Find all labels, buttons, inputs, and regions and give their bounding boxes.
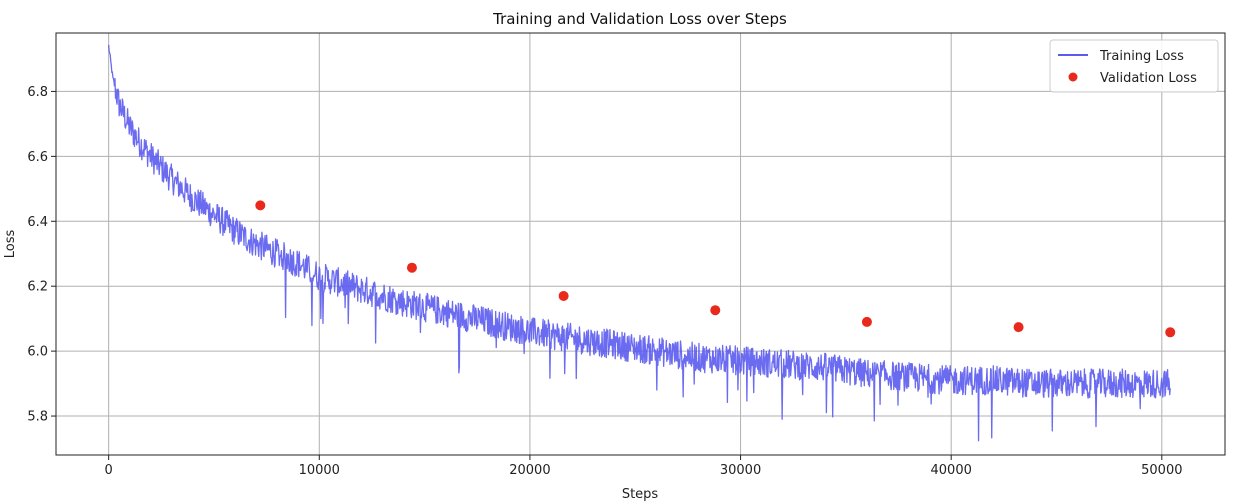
validation-loss-point xyxy=(406,262,417,273)
training-loss-series xyxy=(108,44,1171,442)
y-tick-label: 6.2 xyxy=(27,280,48,295)
legend-validation-marker xyxy=(1068,72,1078,82)
validation-loss-point xyxy=(861,316,872,327)
y-tick-label: 6.4 xyxy=(27,215,48,230)
x-tick-label: 30000 xyxy=(720,463,761,478)
x-tick-label: 50000 xyxy=(1141,463,1182,478)
x-tick-label: 40000 xyxy=(931,463,972,478)
validation-loss-point xyxy=(255,200,266,211)
y-tick-label: 6.8 xyxy=(27,85,48,100)
legend: Training Loss Validation Loss xyxy=(1049,39,1219,93)
validation-loss-point xyxy=(558,290,569,301)
validation-loss-point xyxy=(1165,327,1176,338)
training-loss-line xyxy=(108,44,1171,442)
chart-title: Training and Validation Loss over Steps xyxy=(492,10,787,28)
validation-loss-point xyxy=(1013,322,1024,333)
legend-training-label: Training Loss xyxy=(1099,49,1184,64)
grid xyxy=(56,33,1225,455)
validation-loss-series xyxy=(255,200,1176,338)
x-tick-label: 20000 xyxy=(509,463,550,478)
x-axis-ticks: 0 10000 20000 30000 40000 50000 xyxy=(105,455,1182,478)
validation-loss-point xyxy=(710,305,721,316)
x-tick-label: 0 xyxy=(105,463,113,478)
y-tick-label: 5.8 xyxy=(27,410,48,425)
y-axis-ticks: 5.8 6.0 6.2 6.4 6.6 6.8 xyxy=(27,85,56,425)
plot-frame xyxy=(55,32,1226,456)
y-tick-label: 6.6 xyxy=(27,150,48,165)
legend-box xyxy=(1049,39,1219,93)
y-tick-label: 6.0 xyxy=(27,345,48,360)
legend-validation-label: Validation Loss xyxy=(1100,71,1197,86)
x-tick-label: 10000 xyxy=(299,463,340,478)
y-axis-label: Loss xyxy=(3,230,18,259)
x-axis-label: Steps xyxy=(622,487,659,502)
